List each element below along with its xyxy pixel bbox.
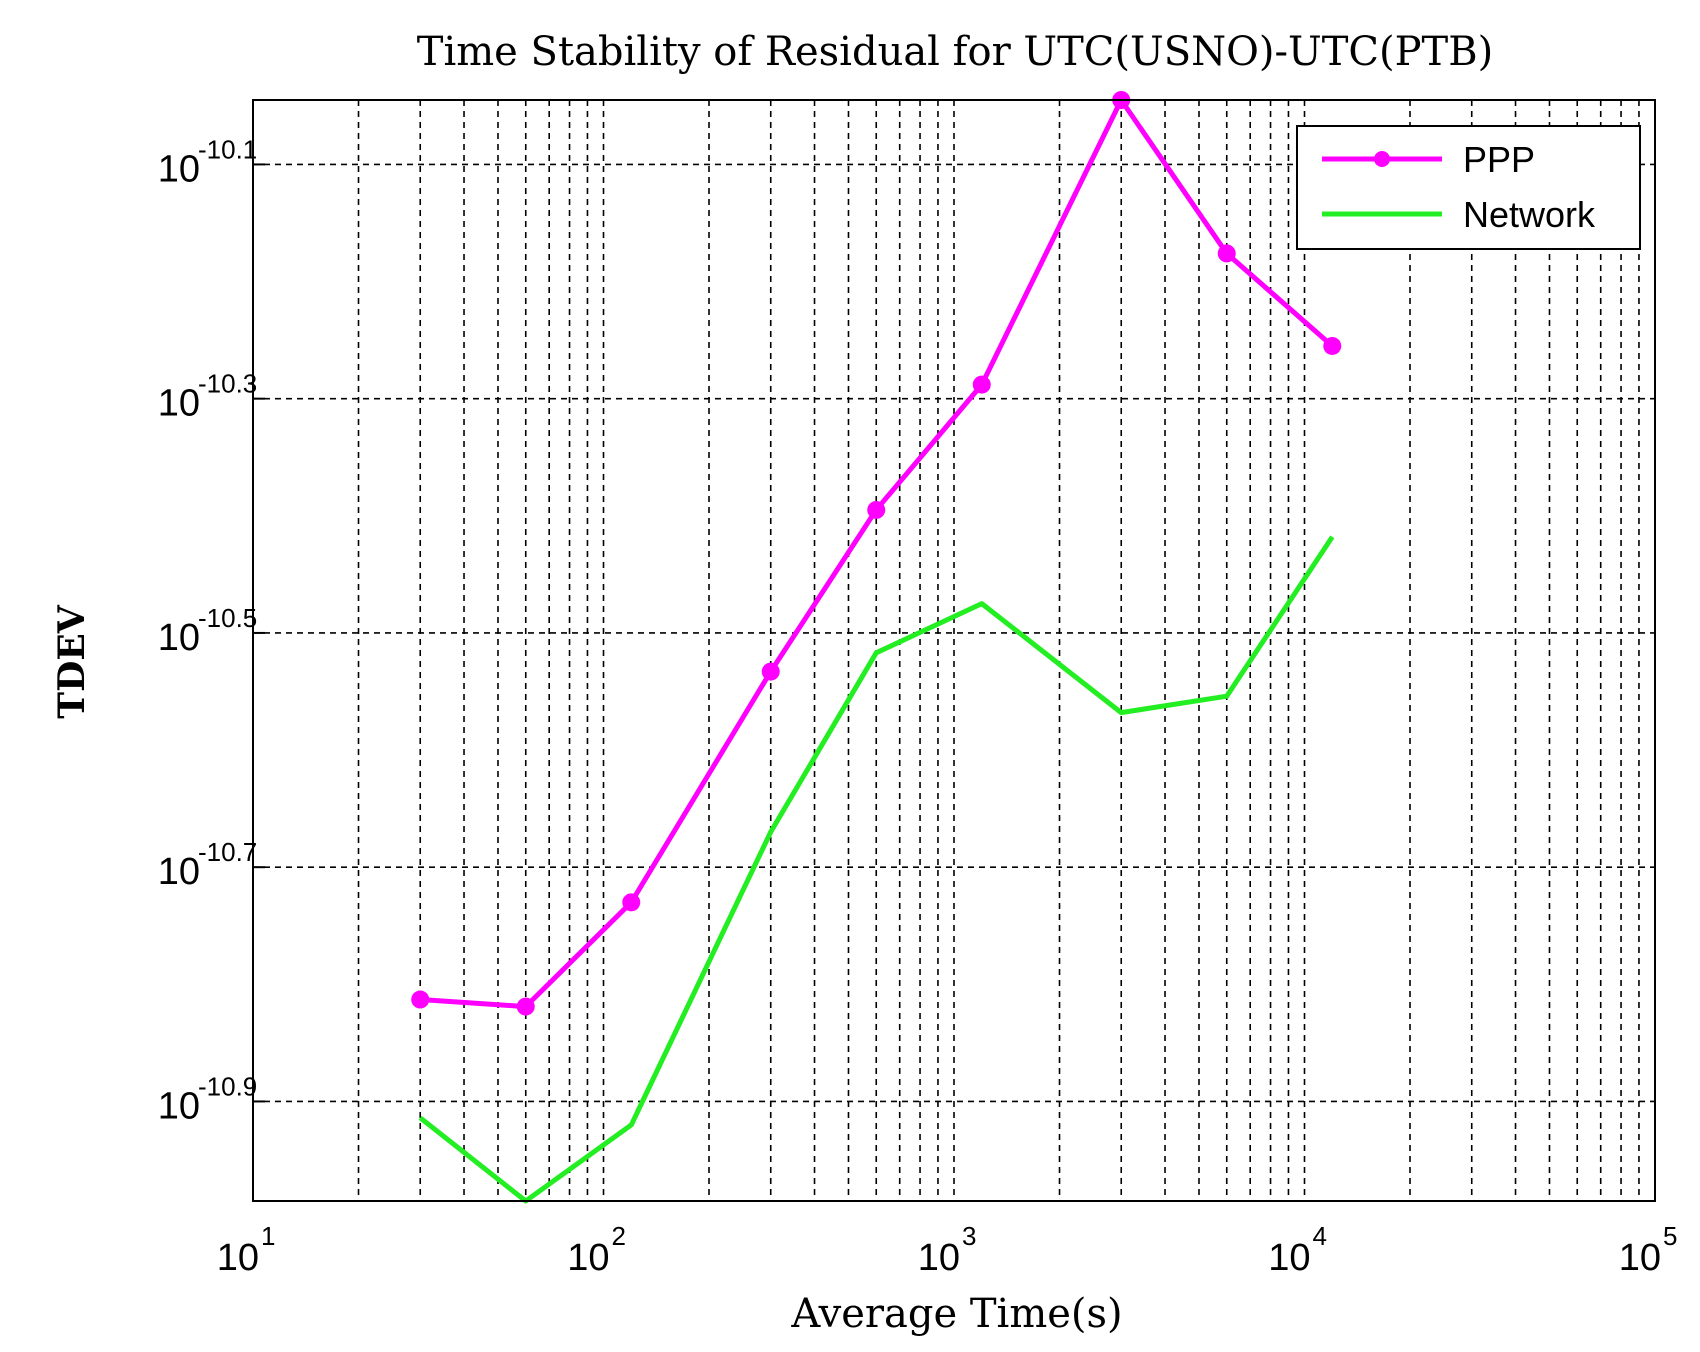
- x-tick-exponent: 5: [1663, 1221, 1677, 1251]
- y-tick-base: 10: [158, 851, 200, 893]
- legend-network-label: Network: [1463, 194, 1596, 235]
- x-tick-label: 103: [918, 1221, 977, 1279]
- x-tick-label: 105: [1619, 1221, 1678, 1279]
- legend: PPP Network: [1296, 125, 1641, 250]
- x-tick-label: 104: [1268, 1221, 1327, 1279]
- x-axis-label: Average Time(s): [790, 1291, 1122, 1337]
- y-tick-label: 10-10.5: [158, 603, 258, 659]
- x-tick-base: 10: [1619, 1237, 1661, 1279]
- x-tick-base: 10: [1268, 1237, 1310, 1279]
- y-axis-label: TDEV: [51, 604, 93, 718]
- y-tick-base: 10: [158, 383, 200, 425]
- x-tick-exponent: 1: [261, 1221, 275, 1251]
- series-line-network: [418, 535, 1335, 1204]
- y-tick-label: 10-10.7: [158, 837, 258, 893]
- series-group: [411, 91, 1342, 1204]
- x-tick-base: 10: [918, 1237, 960, 1279]
- y-tick-label: 10-10.3: [158, 369, 258, 425]
- data-point-ppp: [761, 662, 780, 681]
- y-tick-exponent: -10.9: [198, 1071, 257, 1101]
- data-point-ppp: [1323, 336, 1342, 355]
- x-tick-exponent: 4: [1313, 1221, 1327, 1251]
- y-tick-exponent: -10.1: [198, 134, 257, 164]
- y-tick-exponent: -10.5: [198, 603, 257, 633]
- data-point-ppp: [972, 375, 991, 394]
- axis-ticks: 10-10.110-10.310-10.510-10.710-10.910110…: [158, 134, 1678, 1279]
- y-tick-exponent: -10.7: [198, 837, 257, 867]
- x-tick-base: 10: [567, 1237, 609, 1279]
- data-point-ppp: [1217, 244, 1236, 263]
- chart-title: Time Stability of Residual for UTC(USNO)…: [417, 29, 1493, 75]
- legend-ppp-label: PPP: [1463, 139, 1535, 180]
- data-point-ppp: [622, 893, 641, 912]
- data-point-ppp: [516, 997, 535, 1016]
- x-tick-label: 102: [567, 1221, 626, 1279]
- y-tick-base: 10: [158, 1085, 200, 1127]
- x-tick-exponent: 2: [612, 1221, 626, 1251]
- y-tick-exponent: -10.3: [198, 369, 257, 399]
- y-tick-base: 10: [158, 148, 200, 190]
- legend-ppp-marker: [1374, 151, 1390, 167]
- y-tick-label: 10-10.9: [158, 1071, 258, 1127]
- x-tick-exponent: 3: [962, 1221, 976, 1251]
- y-tick-label: 10-10.1: [158, 134, 258, 190]
- plot-frame: [252, 99, 1656, 1202]
- x-tick-label: 101: [217, 1221, 276, 1279]
- y-tick-base: 10: [158, 617, 200, 659]
- legend-box: [1296, 125, 1641, 250]
- data-point-ppp: [867, 500, 886, 519]
- x-tick-base: 10: [217, 1237, 259, 1279]
- data-point-ppp: [411, 990, 430, 1009]
- grid: [253, 100, 1655, 1201]
